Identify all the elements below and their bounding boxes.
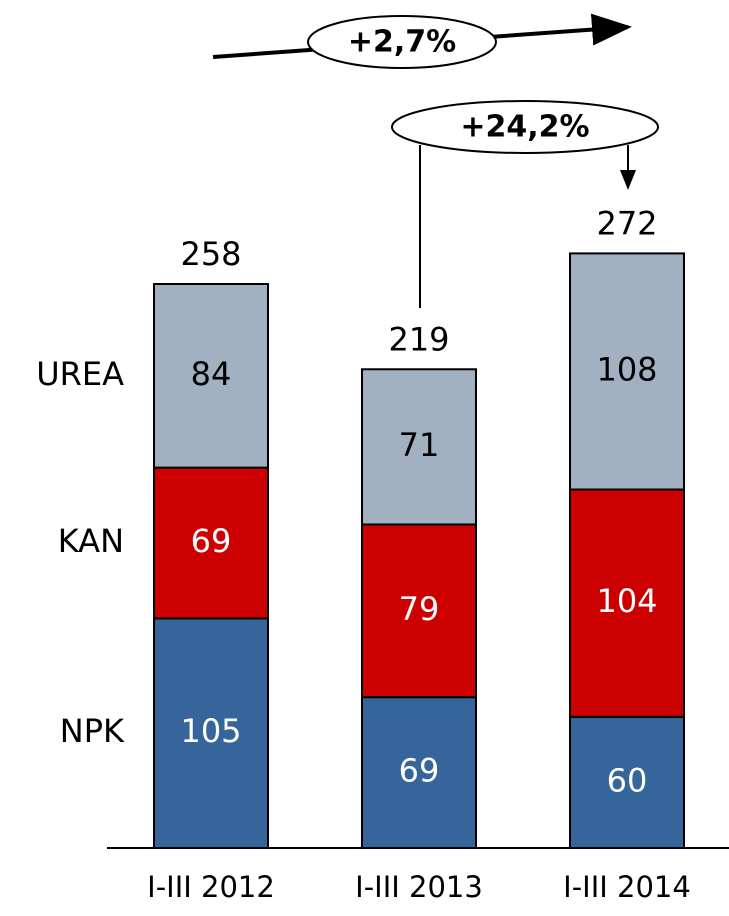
value-label: 60	[607, 761, 648, 799]
annotation-bubble	[307, 15, 497, 69]
legend-label: NPK	[60, 712, 125, 750]
value-label: 69	[399, 752, 440, 790]
x-tick-label: I-III 2014	[563, 870, 691, 904]
annotation: +2,7%	[348, 25, 456, 60]
value-label: 104	[596, 582, 657, 620]
annotation-bubble	[391, 100, 659, 154]
total-label: 272	[596, 204, 657, 242]
value-label: 84	[191, 355, 232, 393]
value-label: 105	[180, 712, 241, 750]
bar-segment	[569, 252, 685, 491]
annotation: +24,2%	[460, 110, 589, 145]
bar-segment	[153, 617, 269, 849]
value-label: 108	[596, 350, 657, 388]
x-tick-label: I-III 2012	[147, 870, 275, 904]
x-tick-label: I-III 2013	[355, 870, 483, 904]
total-label: 258	[180, 235, 241, 273]
value-label: 69	[191, 522, 232, 560]
bar-segment	[361, 523, 477, 699]
bar-segment	[361, 368, 477, 526]
total-label: 219	[388, 320, 449, 358]
value-label: 79	[399, 590, 440, 628]
legend-label: KAN	[58, 522, 124, 560]
bar-segment	[569, 488, 685, 718]
bar-segment	[153, 283, 269, 469]
value-label: 71	[399, 426, 440, 464]
bar-segment	[153, 466, 269, 620]
legend-label: UREA	[36, 355, 124, 393]
